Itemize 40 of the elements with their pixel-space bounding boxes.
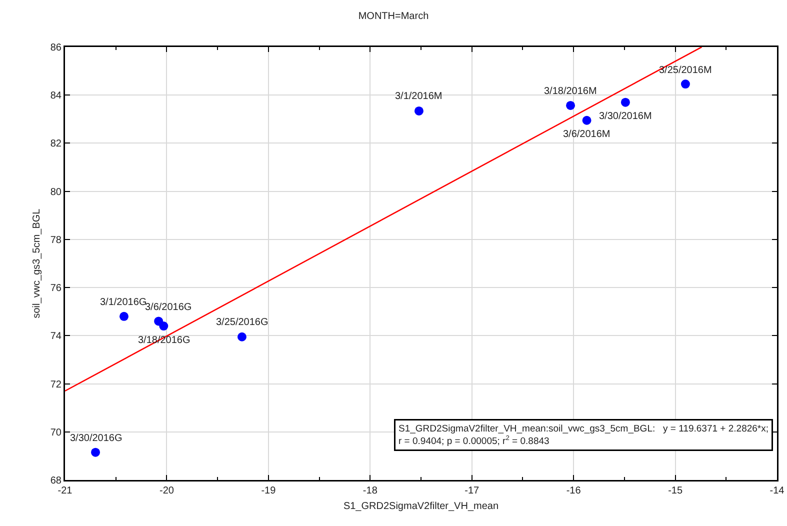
annotation: 3/18/2016M: [544, 86, 597, 97]
annotation: 3/1/2016M: [395, 91, 442, 102]
point: [680, 80, 690, 89]
x-tick-label: -21: [58, 486, 73, 496]
y-tick-label: 76: [50, 283, 62, 294]
y-tick-label: 84: [50, 90, 62, 102]
y-tick-label: 80: [50, 186, 62, 198]
point: [119, 312, 128, 321]
point: [582, 116, 592, 125]
x-tick-label: -19: [261, 486, 276, 496]
x-tick-label: -16: [566, 486, 582, 496]
y-tick-label: 74: [50, 331, 62, 342]
annotation: 3/25/2016M: [659, 65, 712, 76]
point: [91, 448, 100, 457]
chart-title: MONTH=March: [358, 11, 429, 22]
x-tick-label: -18: [362, 486, 378, 496]
x-tick-label: -15: [668, 486, 683, 496]
point: [159, 322, 168, 331]
y-tick-label: 82: [50, 138, 62, 150]
annotation: 3/30/2016M: [599, 111, 652, 122]
annotation: 3/1/2016G: [100, 297, 147, 308]
x-tick-label: -14: [770, 486, 785, 496]
point: [414, 106, 424, 116]
y-axis-title: soil_vwc_gs3_5cm_BGL: [32, 208, 43, 318]
y-tick-label: 68: [50, 476, 62, 486]
annotation: 3/6/2016G: [145, 302, 192, 313]
y-tick-label: 72: [50, 379, 62, 390]
x-axis-title: S1_GRD2SigmaV2filter_VH_mean: [343, 500, 499, 512]
annotation: S1_GRD2SigmaV2filter_VH_mean:soil_vwc_gs3_5cm_BGL: y = 119.6371 + 2.2826*x; r = 0.9404; p = 0.00005; r$^{2}$ = 0.8843: [398, 424, 769, 447]
annotation: 3/25/2016G: [216, 317, 268, 328]
point: [237, 332, 246, 342]
x-tick-label: -20: [159, 486, 174, 496]
point: [566, 100, 576, 110]
y-tick-label: 70: [50, 427, 62, 438]
annotation: 3/6/2016M: [563, 129, 610, 140]
annotation: 3/30/2016G: [70, 433, 122, 444]
y-tick-label: 78: [50, 234, 62, 246]
y-tick-label: 86: [50, 42, 62, 54]
x-tick-label: -17: [464, 486, 480, 496]
point: [620, 98, 630, 107]
